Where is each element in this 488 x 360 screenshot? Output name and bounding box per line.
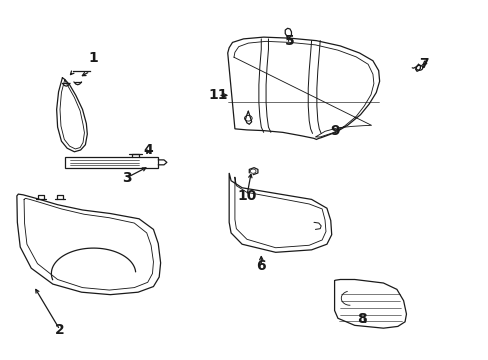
Text: 2: 2 bbox=[55, 323, 65, 337]
Text: 4: 4 bbox=[143, 143, 153, 157]
Text: 6: 6 bbox=[256, 260, 265, 274]
Text: 9: 9 bbox=[330, 123, 340, 138]
Text: 11: 11 bbox=[208, 88, 227, 102]
Text: 3: 3 bbox=[122, 171, 132, 185]
Text: 5: 5 bbox=[285, 33, 294, 48]
Bar bbox=[64, 157, 158, 168]
Text: 10: 10 bbox=[237, 189, 256, 203]
Text: 7: 7 bbox=[419, 57, 428, 71]
Text: 1: 1 bbox=[88, 51, 98, 65]
Text: 8: 8 bbox=[356, 312, 366, 327]
